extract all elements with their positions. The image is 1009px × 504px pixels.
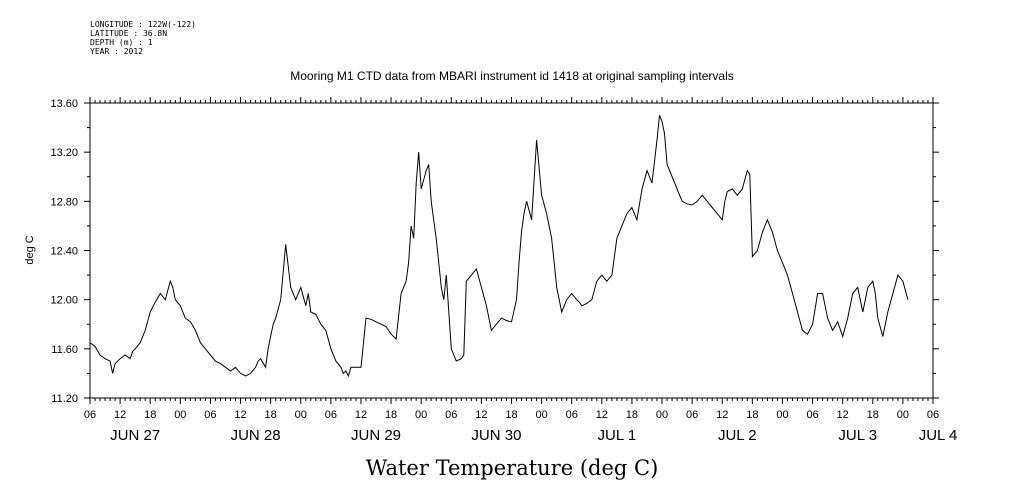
x-hour-tick-label: 00 — [776, 409, 788, 421]
x-hour-tick-label: 12 — [114, 409, 126, 421]
x-hour-tick-label: 18 — [867, 409, 879, 421]
x-date-label: JUL 4 — [919, 427, 958, 444]
x-date-label: JUN 28 — [231, 427, 281, 444]
x-hour-tick-label: 18 — [385, 409, 397, 421]
x-hour-tick-label: 06 — [325, 409, 337, 421]
chart-title: Mooring M1 CTD data from MBARI instrumen… — [290, 69, 734, 83]
x-hour-tick-label: 12 — [355, 409, 367, 421]
x-hour-tick-label: 12 — [716, 409, 728, 421]
y-tick-label: 13.20 — [50, 147, 78, 159]
x-axis-label: Water Temperature (deg C) — [366, 456, 659, 480]
x-hour-tick-label: 18 — [746, 409, 758, 421]
x-date-label: JUN 30 — [471, 427, 521, 444]
x-date-label: JUL 1 — [598, 427, 637, 444]
x-hour-tick-label: 12 — [475, 409, 487, 421]
x-axis: 06 12 18 00 06 12 18 00 06 12 18 00 06 12 18 00 06 12 18 00… — [84, 97, 957, 444]
y-tick-label: 11.60 — [51, 344, 78, 356]
x-hour-tick-label: 00 — [535, 409, 547, 421]
x-hour-tick-label: 18 — [626, 409, 638, 421]
x-hour-tick-label: 06 — [84, 409, 96, 421]
x-hour-tick-label: 06 — [445, 409, 457, 421]
x-hour-tick-label: 00 — [656, 409, 668, 421]
x-hour-tick-label: 18 — [505, 409, 517, 421]
y-tick-label: 11.20 — [51, 393, 78, 405]
plot-frame — [89, 102, 934, 399]
x-date-label: JUN 27 — [110, 427, 160, 444]
longitude-text: LONGITUDE : 122W(-122) — [90, 20, 196, 29]
x-hour-tick-label: 00 — [295, 409, 307, 421]
series-line-water-temperature — [89, 115, 909, 378]
x-hour-tick-label: 12 — [596, 409, 608, 421]
y-tick-label: 12.80 — [50, 196, 78, 208]
x-hour-tick-label: 00 — [174, 409, 186, 421]
y-tick-label: 12.40 — [50, 246, 78, 258]
x-hour-tick-label: 00 — [415, 409, 427, 421]
x-hour-tick-label: 18 — [144, 409, 156, 421]
x-hour-tick-label: 00 — [897, 409, 909, 421]
y-axis-label: deg C — [24, 235, 36, 264]
x-date-label: JUL 2 — [718, 427, 757, 444]
year-text: YEAR : 2012 — [90, 47, 143, 56]
x-date-label: JUN 29 — [351, 427, 401, 444]
y-tick-label: 12.00 — [50, 295, 78, 307]
x-hour-tick-label: 06 — [927, 409, 939, 421]
x-hour-tick-label: 18 — [265, 409, 277, 421]
x-hour-tick-label: 12 — [234, 409, 246, 421]
x-hour-tick-label: 06 — [204, 409, 216, 421]
y-tick-label: 13.60 — [50, 98, 78, 110]
latitude-text: LATITUDE : 36.8N — [90, 29, 168, 38]
x-hour-tick-label: 06 — [566, 409, 578, 421]
y-axis: 11.20 11.60 12.00 12.40 12.80 13.20 13.60 — [50, 98, 939, 405]
x-hour-tick-label: 06 — [806, 409, 818, 421]
x-hour-tick-label: 12 — [837, 409, 849, 421]
x-hour-tick-label: 06 — [686, 409, 698, 421]
metadata-block: LONGITUDE : 122W(-122) LATITUDE : 36.8N … — [90, 20, 196, 56]
x-date-label: JUL 3 — [838, 427, 877, 444]
depth-text: DEPTH (m) : 1 — [90, 38, 153, 47]
